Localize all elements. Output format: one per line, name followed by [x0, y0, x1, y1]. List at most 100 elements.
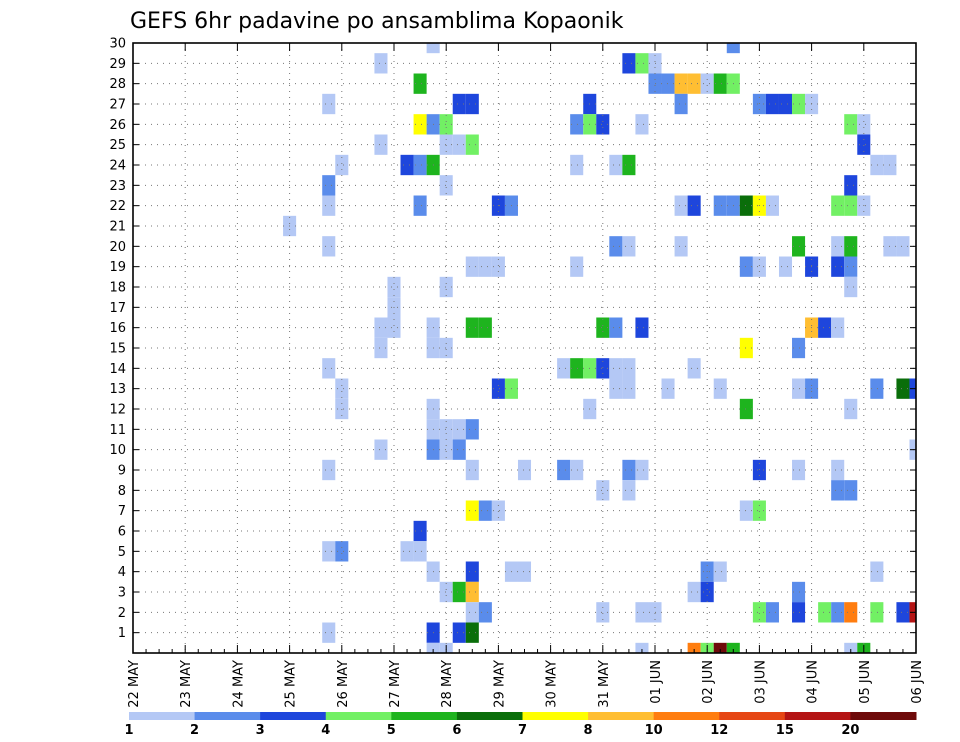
- y-tick-label: 2: [118, 606, 126, 621]
- y-tick-label: 24: [109, 159, 126, 174]
- precip-cell: [400, 541, 414, 562]
- colorbar-swatch: [719, 712, 786, 720]
- precip-cell: [413, 195, 427, 216]
- precip-cell: [374, 337, 388, 359]
- y-tick-label: 29: [109, 57, 126, 72]
- precip-cell: [439, 276, 453, 298]
- colorbar-label: 12: [710, 723, 728, 738]
- precip-cell: [726, 642, 740, 653]
- precip-cell: [765, 195, 779, 216]
- precip-cell: [387, 276, 401, 298]
- y-tick-label: 8: [118, 484, 126, 499]
- precip-cell: [491, 378, 505, 399]
- precip-cell: [622, 358, 636, 379]
- precip-cell: [335, 541, 349, 562]
- precip-cell: [452, 93, 466, 115]
- x-tick-label: 06 JUN: [910, 660, 925, 704]
- precip-cell: [857, 134, 871, 155]
- precip-cell: [752, 256, 766, 277]
- x-tick-label: 30 MAY: [545, 660, 560, 708]
- y-tick-label: 19: [109, 260, 126, 275]
- precip-cell: [635, 642, 649, 653]
- colorbar-swatch: [260, 712, 327, 720]
- precip-cell: [609, 154, 623, 176]
- y-tick-label: 15: [109, 342, 126, 357]
- y-tick-label: 6: [118, 525, 126, 540]
- precip-cell: [439, 419, 453, 440]
- precip-cell: [557, 358, 571, 379]
- colorbar-label: 3: [256, 723, 265, 738]
- x-tick-label: 25 MAY: [284, 660, 299, 708]
- precip-cell: [622, 378, 636, 399]
- precip-cell: [844, 276, 858, 298]
- precip-cell: [452, 134, 466, 155]
- precip-cell: [792, 602, 806, 623]
- precip-cell: [857, 114, 871, 135]
- precip-cell: [765, 93, 779, 115]
- precip-cell: [792, 93, 806, 115]
- colorbar-label: 20: [841, 723, 859, 738]
- precip-cell: [739, 256, 753, 277]
- precip-cell: [687, 73, 701, 94]
- precip-cell: [465, 459, 479, 481]
- precip-cell: [465, 581, 479, 603]
- y-tick-label: 18: [109, 281, 126, 296]
- precip-cell: [792, 378, 806, 399]
- y-tick-label: 16: [109, 321, 126, 336]
- y-tick-label: 21: [109, 220, 126, 235]
- y-tick-label: 13: [109, 382, 126, 397]
- precip-cell: [844, 642, 858, 653]
- precip-cell: [792, 337, 806, 359]
- precip-cell: [387, 317, 401, 338]
- colorbar-label: 5: [387, 723, 396, 738]
- precip-cell: [426, 642, 440, 653]
- precip-cell: [622, 236, 636, 257]
- precip-cell: [322, 358, 336, 379]
- precip-cell: [870, 154, 884, 176]
- precip-cell: [426, 43, 440, 54]
- precip-cell: [792, 581, 806, 603]
- precip-cell: [439, 175, 453, 196]
- precip-cell: [452, 439, 466, 460]
- precip-cell: [465, 317, 479, 338]
- x-tick-label: 27 MAY: [388, 660, 403, 708]
- precip-cell: [818, 602, 832, 623]
- precip-cell: [844, 480, 858, 501]
- precip-cell: [322, 459, 336, 481]
- y-tick-label: 3: [118, 586, 126, 601]
- precip-cell: [831, 480, 845, 501]
- precip-cell: [622, 459, 636, 481]
- colorbar-label: 4: [321, 723, 330, 738]
- precip-cell: [635, 53, 649, 74]
- precip-cell: [635, 459, 649, 481]
- precip-cell: [870, 561, 884, 582]
- x-tick-label: 22 MAY: [127, 660, 142, 708]
- precip-cell: [713, 561, 727, 582]
- precip-cell: [478, 500, 492, 521]
- precip-cell: [674, 195, 688, 216]
- plot-frame: [132, 42, 917, 654]
- precip-cell: [896, 602, 910, 623]
- precip-cell: [413, 73, 427, 94]
- precip-cell: [831, 256, 845, 277]
- colorbar-label: 6: [452, 723, 461, 738]
- y-tick-label: 5: [118, 545, 126, 560]
- precip-cell: [570, 114, 584, 135]
- precip-cell: [570, 256, 584, 277]
- precip-cell: [831, 459, 845, 481]
- colorbar-swatch: [784, 712, 851, 720]
- precip-cell: [439, 337, 453, 359]
- precip-cell: [335, 154, 349, 176]
- precip-cell: [609, 236, 623, 257]
- precip-cell: [844, 175, 858, 196]
- precip-cell: [635, 114, 649, 135]
- precip-cell: [374, 53, 388, 74]
- precip-cell: [374, 317, 388, 338]
- colorbar: 1 2 3 4 5 6 7 8 10 12 15 20: [124, 712, 917, 738]
- precip-cell: [713, 378, 727, 399]
- precip-cell: [635, 317, 649, 338]
- precip-cell: [322, 195, 336, 216]
- precip-cell: [739, 195, 753, 216]
- precip-cell: [792, 459, 806, 481]
